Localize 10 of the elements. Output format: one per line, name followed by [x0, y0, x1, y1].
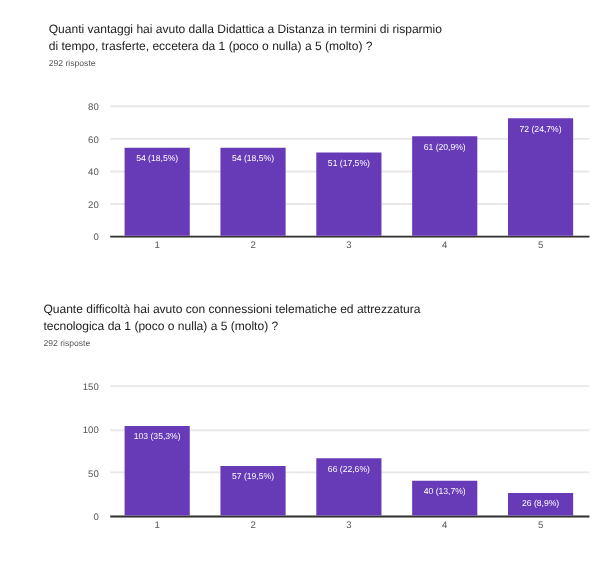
bar: [507, 492, 574, 516]
bar: [412, 480, 478, 516]
bar: [220, 466, 286, 516]
bar: [220, 147, 286, 236]
bar: [507, 118, 574, 236]
bar: [316, 152, 382, 236]
bar: [412, 136, 478, 236]
bar: [124, 426, 190, 516]
bar: [124, 147, 190, 236]
bar: [316, 458, 382, 516]
